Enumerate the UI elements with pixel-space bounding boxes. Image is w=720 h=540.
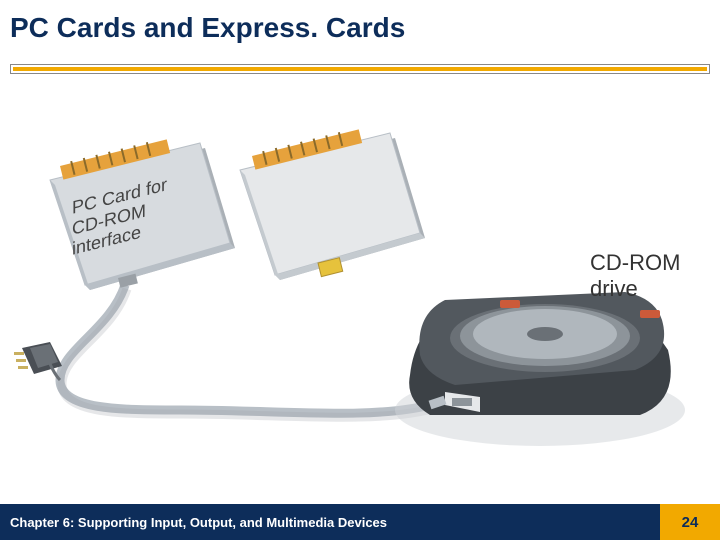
- title-divider: [10, 64, 710, 74]
- power-plug: [14, 342, 62, 374]
- cdrom-drive: [395, 292, 685, 446]
- footer-bar: Chapter 6: Supporting Input, Output, and…: [0, 504, 720, 540]
- footer-chapter-text: Chapter 6: Supporting Input, Output, and…: [0, 504, 660, 540]
- page-title: PC Cards and Express. Cards: [10, 12, 405, 44]
- footer-page-number: 24: [660, 504, 720, 540]
- pc-card-right: [240, 129, 425, 280]
- cdrom-drive-label: CD-ROM drive: [590, 250, 680, 303]
- diagram-area: PC Card for CD-ROM interface CD-ROM driv…: [0, 100, 720, 460]
